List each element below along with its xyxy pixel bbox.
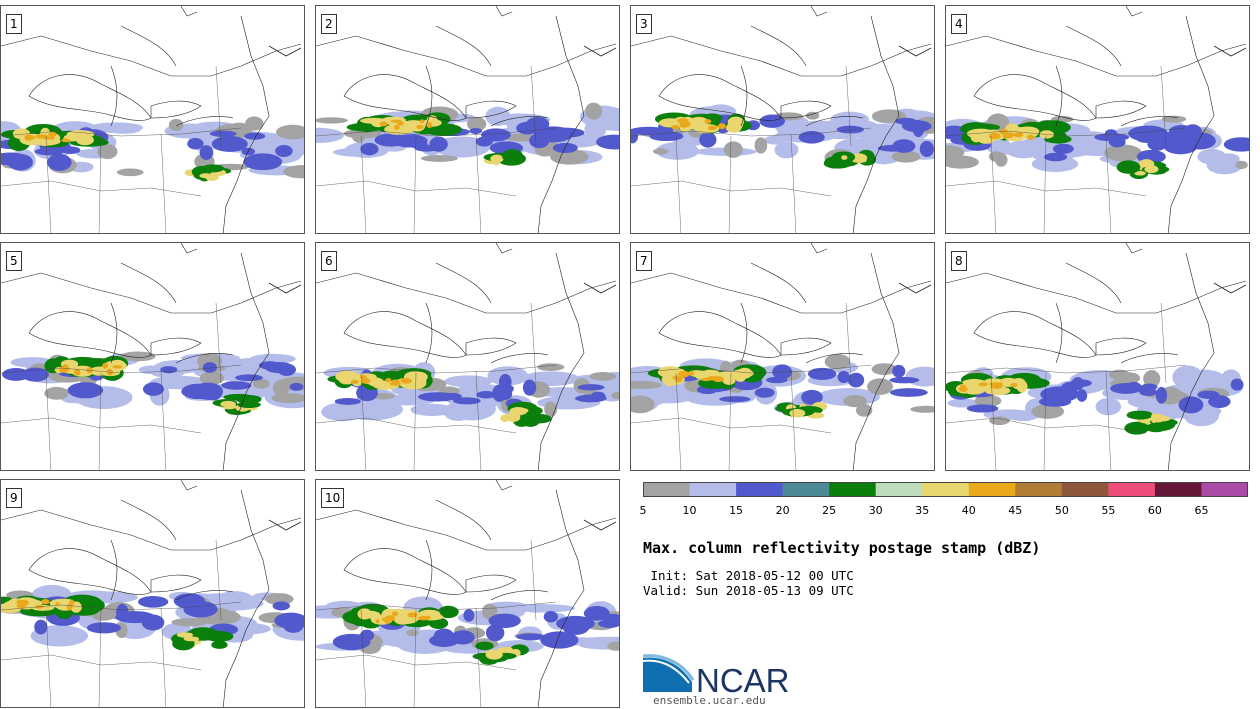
colorbar-segment [922,482,970,497]
reflectivity-map [631,243,934,470]
colorbar-tick-label: 35 [915,504,930,517]
member-number-label: 2 [321,14,337,34]
member-panel-10: 10 [315,479,620,708]
colorbar-tick-label: 10 [682,504,697,517]
colorbar-segment [643,482,691,497]
colorbar-segment [829,482,877,497]
basemap-boundaries [316,243,617,470]
member-panel-8: 8 [945,242,1250,471]
colorbar-segment [1015,482,1063,497]
member-number-label: 1 [6,14,22,34]
reflectivity-map [316,480,619,707]
member-panel-6: 6 [315,242,620,471]
colorbar-segment [875,482,923,497]
member-number-label: 3 [636,14,652,34]
basemap-boundaries [631,6,932,233]
basemap-boundaries [316,480,617,707]
colorbar-tick-label: 40 [961,504,976,517]
colorbar-tick-label: 50 [1054,504,1069,517]
member-number-label: 6 [321,251,337,271]
colorbar-tick-label: 65 [1194,504,1209,517]
colorbar-tick-label: 45 [1008,504,1023,517]
colorbar-segment [736,482,784,497]
colorbar-segment [1154,482,1202,497]
basemap-boundaries [946,243,1247,470]
colorbar-segment [782,482,830,497]
colorbar-segment [1108,482,1156,497]
colorbar-tick-label: 5 [639,504,647,517]
member-number-label: 8 [951,251,967,271]
member-number-label: 7 [636,251,652,271]
init-time: Init: Sat 2018-05-12 00 UTC [643,568,854,583]
ncar-logo-swoosh [643,657,692,692]
reflectivity-map [631,6,934,233]
colorbar-tick-label: 15 [729,504,744,517]
reflectivity-map [316,6,619,233]
reflectivity-map [1,243,304,470]
colorbar-tick-label: 25 [822,504,837,517]
basemap-boundaries [1,480,302,707]
member-panel-2: 2 [315,5,620,234]
basemap-boundaries [1,6,302,233]
member-number-label: 5 [6,251,22,271]
member-panel-9: 9 [0,479,305,708]
member-panel-1: 1 [0,5,305,234]
reflectivity-map [946,6,1249,233]
colorbar-segment [1201,482,1248,497]
member-panel-7: 7 [630,242,935,471]
colorbar-segment [689,482,737,497]
reflectivity-colorbar [643,482,1248,497]
basemap-boundaries [316,6,617,233]
figure-title: Max. column reflectivity postage stamp (… [643,539,1041,557]
colorbar-tick-label: 30 [868,504,883,517]
reflectivity-map [946,243,1247,470]
ncar-logo: NCAR [643,654,790,694]
member-number-label: 9 [6,488,22,508]
member-panel-5: 5 [0,242,305,471]
member-panel-4: 4 [945,5,1250,234]
reflectivity-map [1,480,304,707]
valid-time: Valid: Sun 2018-05-13 09 UTC [643,583,854,598]
colorbar-tick-label: 60 [1147,504,1162,517]
colorbar-tick-label: 20 [775,504,790,517]
basemap-boundaries [946,6,1247,233]
reflectivity-map [1,6,304,233]
ncar-logo-text: NCAR [696,662,790,694]
colorbar-segment [968,482,1016,497]
member-number-label: 10 [321,488,345,508]
logo-url: ensemble.ucar.edu [653,694,766,707]
colorbar-tick-label: 55 [1101,504,1116,517]
basemap-boundaries [1,243,302,470]
member-panel-3: 3 [630,5,935,234]
colorbar-segment [1061,482,1109,497]
member-number-label: 4 [951,14,967,34]
basemap-boundaries [631,243,932,470]
reflectivity-map [316,243,619,470]
